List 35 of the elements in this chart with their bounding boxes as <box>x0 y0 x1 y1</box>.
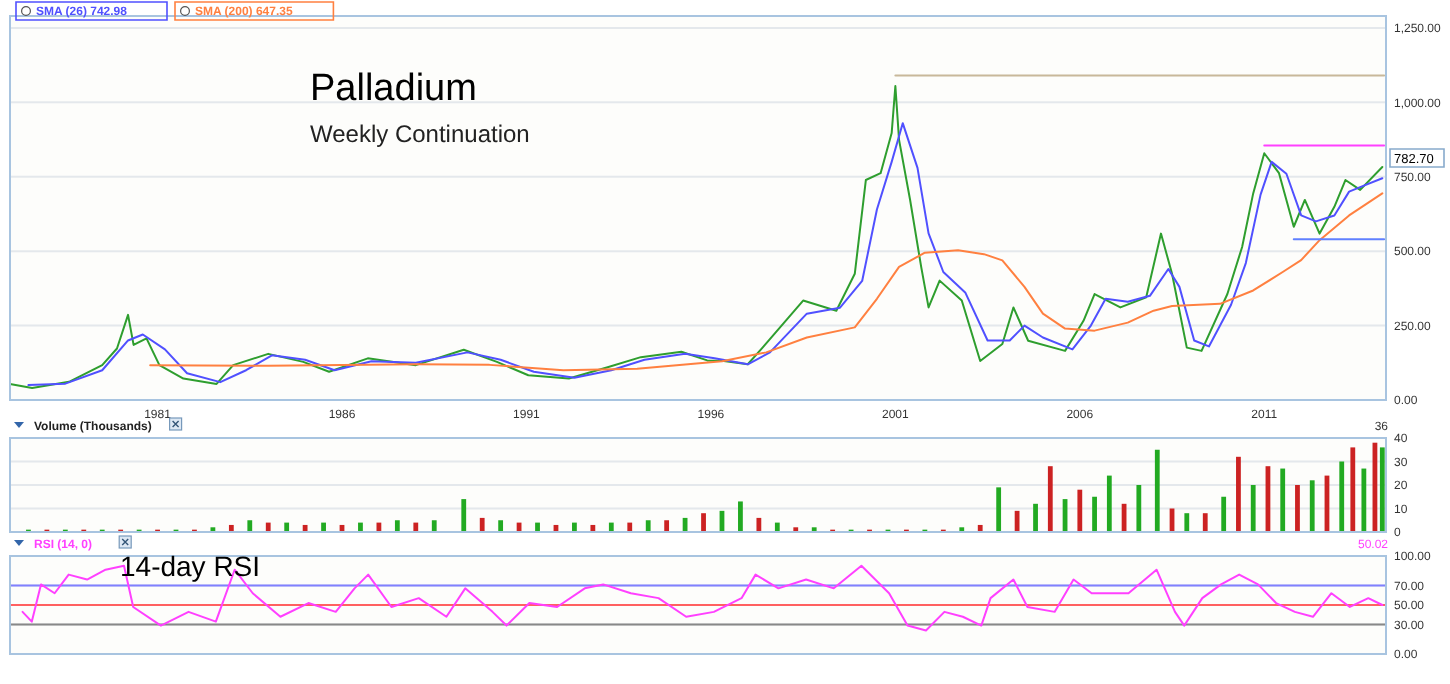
bar <box>461 499 467 532</box>
bar <box>1295 485 1300 532</box>
annotation: 14-day RSI <box>120 550 261 582</box>
bar <box>1202 513 1208 532</box>
bar <box>1250 485 1256 532</box>
bar <box>1136 485 1142 532</box>
bar <box>1077 489 1083 532</box>
text: Palladium <box>310 68 477 110</box>
bar <box>1184 513 1190 532</box>
bar <box>1236 456 1241 532</box>
bar <box>1106 475 1112 532</box>
bar <box>394 520 400 532</box>
bar <box>1092 496 1097 532</box>
line-series <box>149 192 1384 372</box>
bar <box>1047 466 1053 532</box>
text: Weekly Continuation <box>310 120 530 148</box>
bar <box>738 501 743 532</box>
bar <box>1033 503 1038 532</box>
bar <box>996 487 1002 532</box>
bar <box>1379 447 1385 532</box>
bar <box>756 517 762 532</box>
bar <box>247 520 253 532</box>
bar <box>479 517 485 532</box>
bar <box>498 520 504 532</box>
bar <box>431 520 437 532</box>
bar <box>1221 496 1227 532</box>
bar <box>664 520 670 532</box>
bar <box>1280 468 1286 532</box>
bar <box>645 520 651 532</box>
bar <box>701 513 706 532</box>
bar <box>1350 447 1356 532</box>
bar <box>1154 449 1160 532</box>
bar <box>1309 480 1315 532</box>
bar <box>1361 468 1367 532</box>
bar <box>1339 461 1345 532</box>
